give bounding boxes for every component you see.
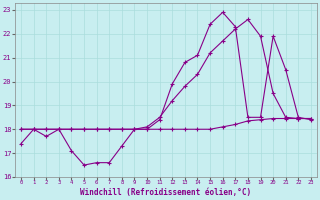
X-axis label: Windchill (Refroidissement éolien,°C): Windchill (Refroidissement éolien,°C) xyxy=(80,188,252,197)
